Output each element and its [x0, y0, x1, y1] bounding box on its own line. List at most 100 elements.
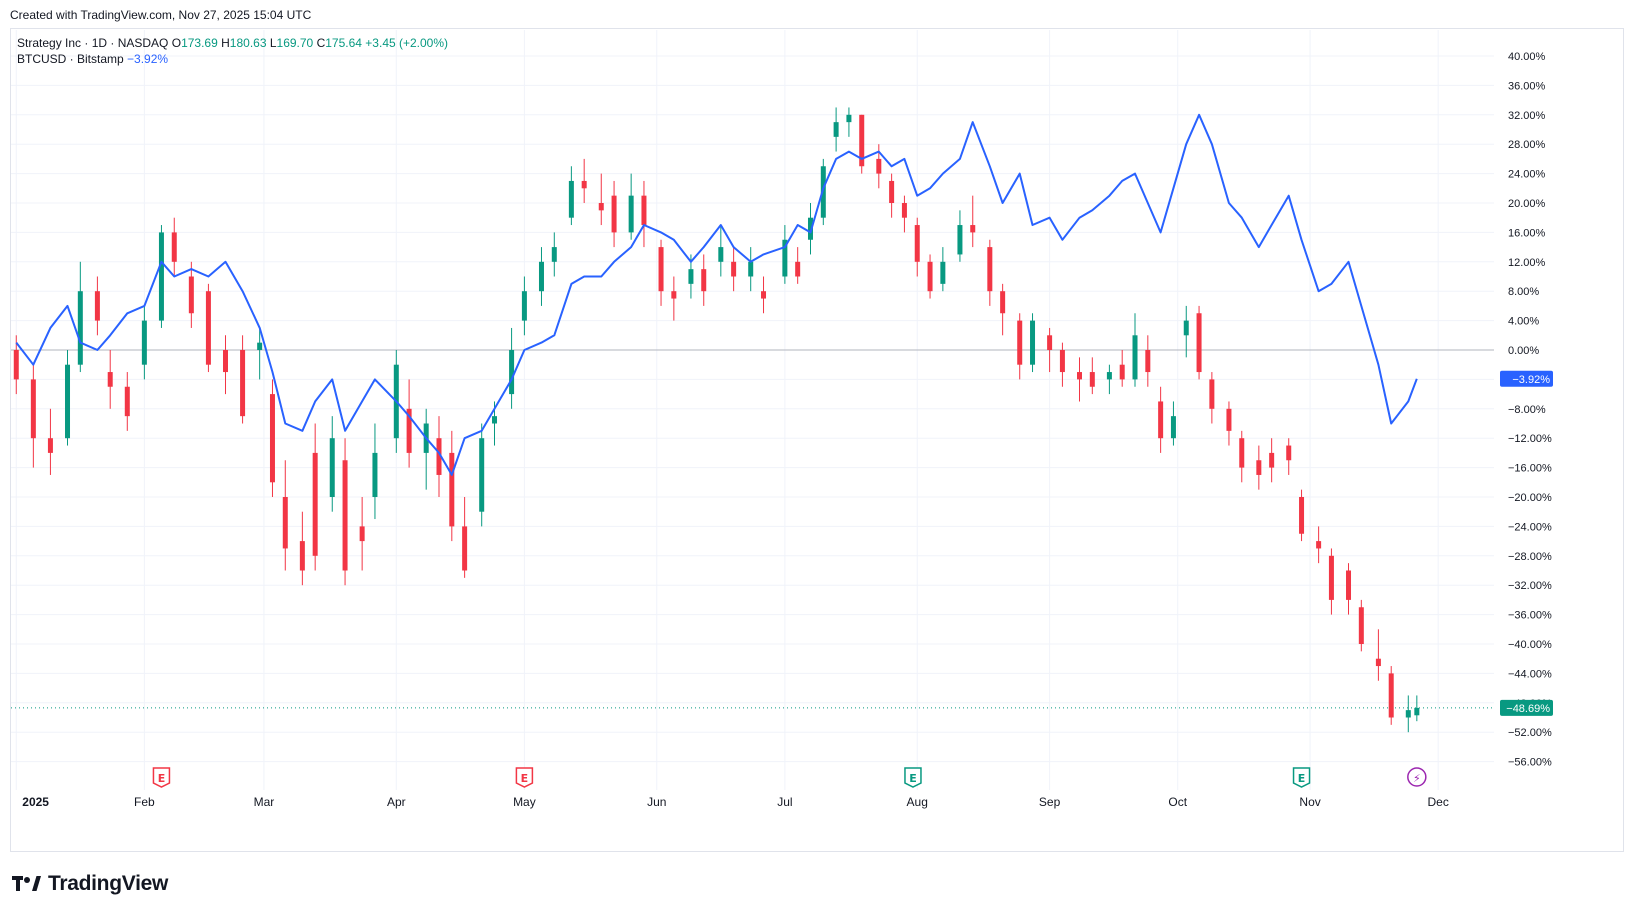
candle[interactable] [423, 408, 429, 490]
dividend-icon[interactable]: ⚡ [1407, 767, 1427, 787]
candle[interactable] [1414, 695, 1420, 722]
candle[interactable] [538, 247, 544, 306]
candle[interactable] [1030, 313, 1036, 373]
candle[interactable] [77, 261, 83, 373]
candle[interactable] [1346, 563, 1352, 615]
candle[interactable] [1226, 401, 1232, 446]
candle[interactable] [124, 372, 130, 431]
candle[interactable] [223, 335, 228, 395]
candle[interactable] [282, 460, 288, 571]
candle[interactable] [65, 350, 71, 446]
candle[interactable] [782, 225, 788, 284]
candle[interactable] [718, 225, 724, 277]
candle[interactable] [731, 247, 737, 292]
candle[interactable] [1375, 629, 1381, 681]
candles-layer[interactable] [13, 107, 1420, 733]
candle[interactable] [889, 173, 895, 218]
legend-compare-row[interactable]: BTCUSD · Bitstamp −3.92% [17, 51, 448, 67]
candle[interactable] [901, 195, 907, 233]
earnings-icon[interactable]: E [1292, 767, 1311, 788]
candle[interactable] [1089, 357, 1095, 395]
time-axis[interactable]: 2025 Feb Mar Apr May Jun Jul Aug Sep Oct Nov Dec [22, 795, 1449, 809]
candle[interactable] [833, 107, 839, 152]
candle[interactable] [1170, 401, 1176, 446]
candle[interactable] [628, 173, 634, 240]
candle[interactable] [795, 247, 801, 284]
candle[interactable] [1000, 283, 1006, 336]
candle[interactable] [1047, 327, 1053, 373]
candle[interactable] [611, 180, 617, 248]
candle[interactable] [47, 408, 53, 475]
candle[interactable] [820, 158, 826, 226]
earnings-icon[interactable]: E [515, 767, 534, 788]
candle[interactable] [761, 276, 767, 314]
candle[interactable] [1183, 305, 1189, 358]
candle[interactable] [859, 114, 865, 174]
candle[interactable] [598, 173, 604, 226]
candle[interactable] [1405, 695, 1411, 733]
candle[interactable] [1119, 350, 1125, 387]
candle[interactable] [1106, 364, 1112, 395]
earnings-icon[interactable]: E [904, 767, 922, 788]
candle[interactable] [436, 416, 442, 497]
candle[interactable] [940, 247, 946, 292]
candle[interactable] [1269, 438, 1275, 483]
candle[interactable] [1059, 342, 1065, 387]
price-axis[interactable]: 40.00% 36.00% 32.00% 28.00% 24.00% 20.00% 16.0… [1508, 51, 1552, 769]
candle[interactable] [1017, 313, 1023, 380]
candle[interactable] [927, 254, 933, 299]
candle[interactable] [188, 261, 194, 328]
candle[interactable] [521, 276, 527, 336]
candle[interactable] [462, 497, 468, 578]
candle[interactable] [987, 239, 993, 306]
candle[interactable] [257, 327, 263, 380]
candle[interactable] [1077, 357, 1082, 402]
candle[interactable] [171, 217, 177, 277]
candle[interactable] [1209, 372, 1215, 424]
candle[interactable] [329, 416, 335, 512]
candle[interactable] [846, 107, 852, 137]
candle[interactable] [1358, 599, 1364, 652]
candle[interactable] [13, 335, 19, 395]
candle[interactable] [406, 379, 412, 468]
candle[interactable] [312, 423, 318, 571]
candle[interactable] [568, 166, 574, 226]
candle[interactable] [701, 254, 707, 306]
candle[interactable] [359, 497, 365, 571]
candle[interactable] [1158, 386, 1164, 453]
candle[interactable] [1256, 445, 1262, 490]
candle[interactable] [1316, 526, 1322, 564]
candle[interactable] [372, 423, 378, 520]
candle[interactable] [269, 379, 275, 497]
candle[interactable] [158, 225, 164, 328]
candle[interactable] [342, 438, 348, 586]
tradingview-logo[interactable]: TradingView [12, 872, 168, 896]
candle[interactable] [807, 203, 813, 255]
candle[interactable] [299, 511, 305, 586]
candle[interactable] [449, 430, 455, 542]
candle[interactable] [509, 327, 515, 409]
candle[interactable] [1239, 430, 1245, 483]
candle[interactable] [1145, 335, 1151, 387]
candle[interactable] [205, 283, 211, 373]
candle[interactable] [970, 195, 976, 248]
candle[interactable] [957, 210, 963, 262]
candle[interactable] [1388, 666, 1394, 725]
candle[interactable] [107, 350, 113, 409]
candle[interactable] [658, 239, 664, 306]
candle[interactable] [641, 180, 647, 248]
candle[interactable] [748, 247, 754, 292]
events-layer[interactable]: E E E E ⚡ [152, 767, 1427, 788]
candle[interactable] [94, 276, 100, 336]
candle[interactable] [240, 335, 246, 424]
earnings-icon[interactable]: E [152, 767, 171, 788]
candle[interactable] [479, 423, 485, 527]
candle[interactable] [671, 276, 677, 321]
candle[interactable] [1286, 438, 1292, 475]
candle[interactable] [1132, 313, 1138, 387]
candle[interactable] [914, 217, 920, 277]
btcusd-line[interactable] [15, 113, 1418, 476]
candle[interactable] [1196, 305, 1202, 380]
candle[interactable] [581, 158, 587, 203]
